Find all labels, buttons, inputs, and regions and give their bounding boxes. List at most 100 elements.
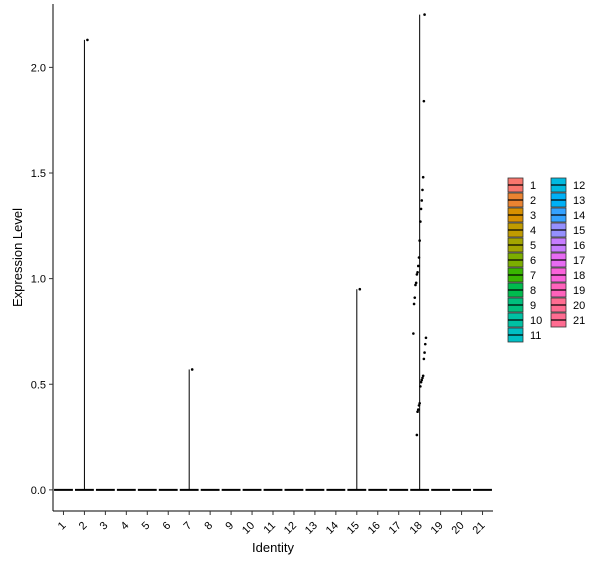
data-point xyxy=(424,336,428,340)
legend-item-11: 11 xyxy=(507,327,541,343)
jitter-points-layer xyxy=(86,13,428,437)
legend-label: 1 xyxy=(530,180,536,192)
x-tick-label: 18 xyxy=(408,520,425,537)
y-tick-label: 0.0 xyxy=(31,485,46,497)
y-tick-label: 0.5 xyxy=(31,379,46,391)
legend-label: 13 xyxy=(573,195,585,207)
x-axis-title: Identity xyxy=(252,540,294,555)
violin-layer xyxy=(54,14,492,491)
data-point xyxy=(421,376,424,380)
legend-item-4: 4 xyxy=(507,222,536,238)
data-point xyxy=(422,99,426,103)
x-tick-label: 13 xyxy=(303,520,320,537)
x-tick-label: 17 xyxy=(387,520,404,537)
legend-label: 8 xyxy=(530,285,536,297)
x-tick-label: 6 xyxy=(161,520,174,533)
y-tick-label: 1.0 xyxy=(31,274,46,286)
data-point xyxy=(190,368,194,371)
data-point xyxy=(419,207,423,211)
x-tick-label: 9 xyxy=(223,520,236,533)
data-point xyxy=(419,380,423,384)
legend-label: 3 xyxy=(530,210,536,222)
data-point xyxy=(414,283,417,287)
x-tick-label: 14 xyxy=(324,520,341,537)
legend-label: 7 xyxy=(530,270,536,282)
x-tick-label: 11 xyxy=(262,520,279,537)
data-point xyxy=(423,13,426,16)
legend-label: 21 xyxy=(573,315,585,327)
legend-item-6: 6 xyxy=(507,252,536,268)
legend-item-9: 9 xyxy=(507,297,536,313)
data-point xyxy=(420,378,424,382)
legend-label: 4 xyxy=(530,225,536,237)
x-tick-label: 12 xyxy=(282,520,299,537)
data-point xyxy=(422,357,426,361)
legend-item-2: 2 xyxy=(507,192,536,208)
data-point xyxy=(419,220,422,223)
data-point xyxy=(413,296,417,299)
data-point xyxy=(415,273,419,276)
legend-item-19: 19 xyxy=(550,282,585,298)
legend-item-8: 8 xyxy=(507,282,536,298)
x-axis-ticks: 1 2 3 4 5 6 7 8 9 10 11 12 13 14 15 16 17 18 19 20 21 xyxy=(56,511,488,537)
x-tick-label: 7 xyxy=(181,520,194,533)
y-axis-title: Expression Level xyxy=(10,208,25,307)
legend-item-10: 10 xyxy=(507,312,542,328)
data-point xyxy=(418,401,421,405)
legend-item-5: 5 xyxy=(507,237,536,253)
data-point xyxy=(416,410,419,414)
legend-label: 19 xyxy=(573,285,585,297)
x-tick-label: 4 xyxy=(119,520,132,533)
legend-item-14: 14 xyxy=(550,207,585,223)
data-point xyxy=(415,433,419,437)
legend-label: 16 xyxy=(573,240,585,252)
legend-label: 12 xyxy=(573,180,585,192)
data-point xyxy=(412,302,416,306)
legend-item-16: 16 xyxy=(550,237,585,253)
legend-label: 15 xyxy=(573,225,585,237)
data-point xyxy=(421,175,425,179)
x-tick-label: 21 xyxy=(470,520,487,537)
legend-label: 10 xyxy=(530,315,542,327)
x-tick-label: 2 xyxy=(77,520,90,533)
legend-item-17: 17 xyxy=(550,252,585,268)
data-point xyxy=(86,38,89,42)
data-point xyxy=(416,264,420,268)
x-tick-label: 1 xyxy=(56,520,69,533)
legend-item-1: 1 xyxy=(507,177,536,193)
x-tick-label: 10 xyxy=(240,520,257,537)
y-tick-label: 1.5 xyxy=(31,168,46,180)
data-point xyxy=(423,342,427,346)
y-tick-label: 2.0 xyxy=(31,62,46,74)
x-tick-label: 8 xyxy=(202,520,215,533)
x-tick-label: 5 xyxy=(140,520,153,533)
legend-label: 18 xyxy=(573,270,585,282)
x-tick-label: 19 xyxy=(429,520,446,537)
x-tick-label: 3 xyxy=(98,520,111,533)
legend-label: 2 xyxy=(530,195,536,207)
legend-label: 6 xyxy=(530,255,536,267)
data-point xyxy=(419,385,422,388)
legend-item-21: 21 xyxy=(550,312,585,328)
legend-item-18: 18 xyxy=(550,267,585,283)
data-point xyxy=(417,404,421,407)
data-point xyxy=(420,199,424,202)
legend-label: 14 xyxy=(573,210,585,222)
data-point xyxy=(412,332,415,335)
legend-item-7: 7 xyxy=(507,267,536,283)
legend-label: 11 xyxy=(530,330,541,342)
legend-label: 17 xyxy=(573,255,585,267)
data-point xyxy=(416,408,420,411)
data-point xyxy=(418,239,421,242)
data-point xyxy=(417,256,421,259)
legend-label: 5 xyxy=(530,240,536,252)
y-axis-ticks: 0.0 0.5 1.0 1.5 2.0 xyxy=(31,62,53,497)
data-point xyxy=(416,270,419,274)
data-point xyxy=(421,374,425,378)
x-tick-label: 16 xyxy=(366,520,383,537)
data-point xyxy=(423,351,426,354)
legend-item-15: 15 xyxy=(550,222,585,238)
data-point xyxy=(358,287,362,291)
